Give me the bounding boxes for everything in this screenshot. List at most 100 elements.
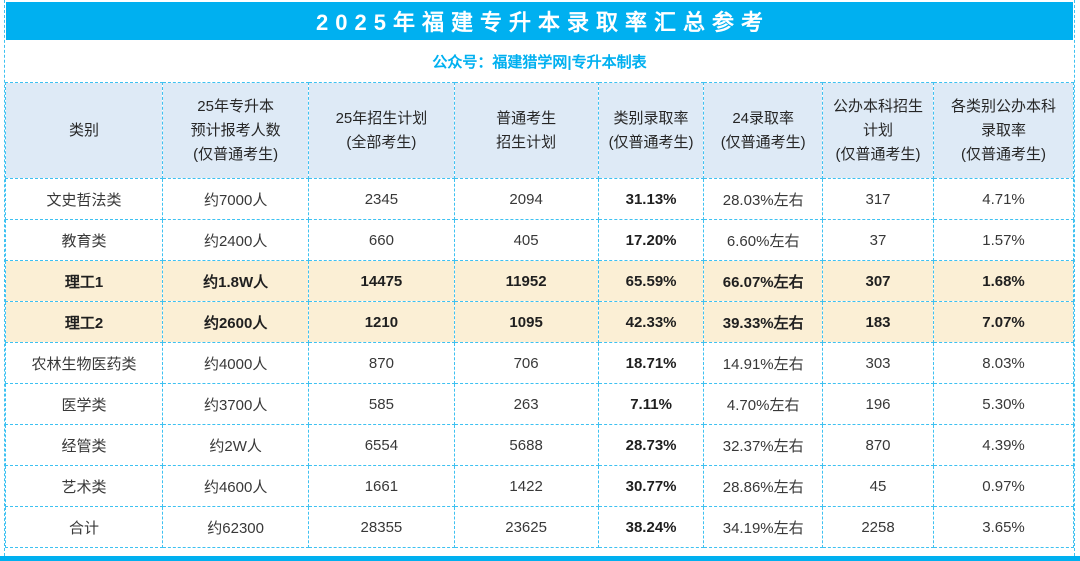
table-cell: 11952 — [453, 260, 599, 302]
table-cell: 30.77% — [597, 465, 705, 507]
table-cell: 6.60%左右 — [703, 219, 823, 261]
table-row: 文史哲法类 约7000人 2345 2094 31.13% 28.03%左右 317 4.71… — [5, 178, 1074, 220]
table-cell: 32.37%左右 — [703, 424, 823, 466]
column-header-line: (仅普通考生) — [961, 145, 1047, 163]
table-cell: 28.86%左右 — [703, 465, 823, 507]
column-header-plan-25-all: 25年招生计划 (全部考生) — [308, 82, 455, 179]
table-row: 农林生物医药类 约4000人 870 706 18.71% 14.91%左右 303 8.03… — [5, 342, 1074, 384]
table-cell: 18.71% — [597, 342, 705, 384]
table-cell: 4.70%左右 — [703, 383, 823, 425]
table-cell: 2094 — [453, 178, 599, 220]
table-cell: 农林生物医药类 — [5, 342, 163, 384]
table-cell: 2258 — [821, 506, 935, 548]
column-header-line: 25年专升本 — [197, 97, 274, 115]
table-cell: 183 — [821, 301, 935, 343]
table-cell: 14.91%左右 — [703, 342, 823, 384]
table-row: 医学类 约3700人 585 263 7.11% 4.70%左右 196 5.30% — [5, 383, 1074, 425]
table-row: 艺术类 约4600人 1661 1422 30.77% 28.86%左右 45 0.97% — [5, 465, 1074, 507]
column-header-category: 类别 — [5, 82, 163, 179]
table-cell: 37 — [821, 219, 935, 261]
column-header-line: 普通考生 — [496, 109, 557, 127]
table-cell: 8.03% — [933, 342, 1074, 384]
column-header-line: (全部考生) — [346, 133, 417, 151]
table-cell: 理工2 — [5, 301, 163, 343]
table-row: 教育类 约2400人 660 405 17.20% 6.60%左右 37 1.57% — [5, 219, 1074, 261]
page-subtitle: 公众号：福建猎学网|专升本制表 — [5, 40, 1074, 82]
table-cell: 42.33% — [597, 301, 705, 343]
table-row: 合计 约62300 28355 23625 38.24% 34.19%左右 2258 3.65… — [5, 506, 1074, 548]
table-cell: 870 — [308, 342, 455, 384]
column-header-rate-24: 24录取率 (仅普通考生) — [703, 82, 823, 179]
table-cell: 约4000人 — [161, 342, 310, 384]
table-cell: 5688 — [453, 424, 599, 466]
column-header-line: (仅普通考生) — [608, 133, 694, 151]
column-header-line: 招生计划 — [496, 133, 557, 151]
table-cell: 66.07%左右 — [703, 260, 823, 302]
table-cell: 45 — [821, 465, 935, 507]
table-cell: 39.33%左右 — [703, 301, 823, 343]
column-header-line: 类别 — [68, 121, 99, 139]
table-cell: 17.20% — [597, 219, 705, 261]
table-cell: 4.71% — [933, 178, 1074, 220]
column-header-expected-applicants-25: 25年专升本 预计报考人数 (仅普通考生) — [161, 82, 310, 179]
table-cell: 196 — [821, 383, 935, 425]
column-header-line: (仅普通考生) — [193, 145, 279, 163]
table-cell: 303 — [821, 342, 935, 384]
table-cell: 约3700人 — [161, 383, 310, 425]
column-header-line: 公办本科招生 — [832, 97, 923, 115]
column-header-line: 各类别公办本科 — [951, 97, 1057, 115]
table-cell: 文史哲法类 — [5, 178, 163, 220]
table-cell: 7.11% — [597, 383, 705, 425]
table-cell: 1.68% — [933, 260, 1074, 302]
table-cell: 307 — [821, 260, 935, 302]
table-cell: 23625 — [453, 506, 599, 548]
table-cell: 理工1 — [5, 260, 163, 302]
column-header-line: 24录取率 — [732, 109, 795, 127]
column-header-line: 录取率 — [981, 121, 1027, 139]
table-cell: 教育类 — [5, 219, 163, 261]
column-header-line: (仅普通考生) — [835, 145, 921, 163]
table-cell: 1210 — [308, 301, 455, 343]
table-cell: 263 — [453, 383, 599, 425]
column-header-public-rate: 各类别公办本科 录取率 (仅普通考生) — [933, 82, 1074, 179]
table-cell: 约62300 — [161, 506, 310, 548]
table-cell: 约1.8W人 — [161, 260, 310, 302]
table-cell: 约7000人 — [161, 178, 310, 220]
table-cell: 2345 — [308, 178, 455, 220]
table-cell: 1661 — [308, 465, 455, 507]
table-cell: 317 — [821, 178, 935, 220]
column-header-line: 类别录取率 — [613, 109, 689, 127]
column-header-line: (仅普通考生) — [720, 133, 806, 151]
table-cell: 14475 — [308, 260, 455, 302]
table-row: 理工1 约1.8W人 14475 11952 65.59% 66.07%左右 307 1.68… — [5, 260, 1074, 302]
column-header-category-rate: 类别录取率 (仅普通考生) — [597, 82, 705, 179]
page-title: 2025年福建专升本录取率汇总参考 — [6, 2, 1073, 40]
table-cell: 405 — [453, 219, 599, 261]
table-cell: 38.24% — [597, 506, 705, 548]
bottom-accent-bar — [0, 556, 1080, 561]
table-cell: 28.73% — [597, 424, 705, 466]
column-header-line: 计划 — [862, 121, 893, 139]
table-cell: 31.13% — [597, 178, 705, 220]
table-cell: 706 — [453, 342, 599, 384]
table-cell: 7.07% — [933, 301, 1074, 343]
table-cell: 6554 — [308, 424, 455, 466]
table-cell: 0.97% — [933, 465, 1074, 507]
table-cell: 合计 — [5, 506, 163, 548]
table-cell: 艺术类 — [5, 465, 163, 507]
table-row: 理工2 约2600人 1210 1095 42.33% 39.33%左右 183 7.07% — [5, 301, 1074, 343]
column-header-plan-regular: 普通考生 招生计划 — [453, 82, 599, 179]
table-cell: 1.57% — [933, 219, 1074, 261]
table-cell: 医学类 — [5, 383, 163, 425]
table-cell: 约2400人 — [161, 219, 310, 261]
table-row: 经管类 约2W人 6554 5688 28.73% 32.37%左右 870 4.39% — [5, 424, 1074, 466]
column-header-line: 预计报考人数 — [190, 121, 281, 139]
table-cell: 约2W人 — [161, 424, 310, 466]
column-header-line: 25年招生计划 — [335, 109, 428, 127]
table-cell: 34.19%左右 — [703, 506, 823, 548]
table-cell: 870 — [821, 424, 935, 466]
table-cell: 660 — [308, 219, 455, 261]
table-cell: 28.03%左右 — [703, 178, 823, 220]
table-header: 类别 25年专升本 预计报考人数 (仅普通考生) 25年招生计划 (全部考生) 普通考生招生… — [5, 82, 1074, 179]
